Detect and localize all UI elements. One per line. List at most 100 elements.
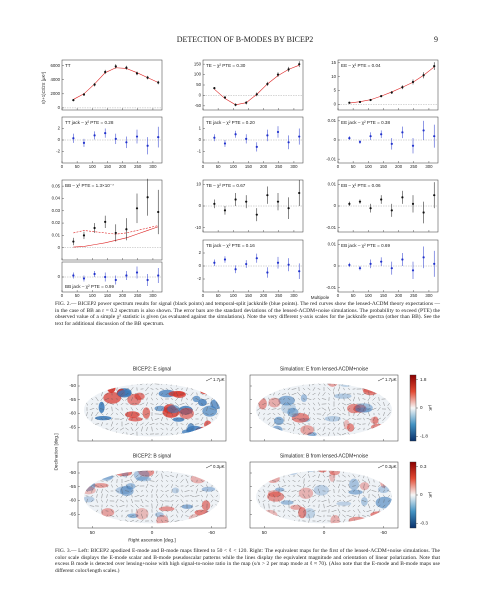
- polarization-tick: [156, 513, 158, 519]
- polarization-tick: [145, 483, 149, 489]
- polarization-tick: [211, 417, 213, 421]
- polarization-tick: [268, 397, 270, 401]
- polarization-tick: [125, 484, 129, 488]
- x-axis-label: Multipole: [311, 295, 330, 300]
- polarization-tick: [175, 427, 179, 431]
- polarization-tick: [322, 383, 326, 386]
- polarization-tick: [161, 383, 163, 385]
- map-blob: [258, 397, 267, 410]
- polarization-tick: [101, 402, 103, 406]
- polarization-tick: [302, 387, 306, 391]
- panel-label: EB – χ² PTE = 0.06: [341, 183, 381, 188]
- polarization-tick: [89, 408, 95, 410]
- data-point: [157, 210, 160, 214]
- polarization-tick: [140, 407, 144, 411]
- polarization-tick: [372, 397, 376, 401]
- polarization-tick: [195, 406, 199, 412]
- x-tick-label: 0: [337, 164, 340, 169]
- polarization-tick: [357, 428, 361, 430]
- polarization-tick: [211, 504, 213, 508]
- figure-3-caption: FIG. 3.— Left: BICEP2 apodized E-mode an…: [55, 548, 440, 574]
- polarization-tick: [156, 392, 158, 396]
- polarization-tick: [303, 489, 305, 493]
- polarization-tick: [308, 402, 310, 406]
- polarization-tick: [357, 475, 361, 477]
- polarization-tick: [135, 489, 139, 493]
- polarization-tick: [307, 485, 311, 487]
- polarization-tick: [190, 422, 194, 426]
- polarization-tick: [130, 433, 134, 435]
- polarization-tick: [377, 402, 381, 406]
- polarization-tick: [378, 509, 380, 513]
- polarization-tick: [317, 488, 321, 494]
- polarization-tick: [313, 417, 315, 421]
- polarization-tick: [159, 515, 165, 517]
- polarization-tick: [155, 402, 159, 406]
- polarization-tick: [268, 500, 270, 502]
- polarization-tick: [288, 499, 290, 503]
- polarization-tick: [135, 520, 139, 522]
- polarization-tick: [210, 499, 214, 503]
- map-blob: [201, 486, 216, 492]
- polarization-tick: [308, 514, 310, 518]
- polarization-tick: [201, 499, 203, 503]
- polarization-tick: [161, 473, 163, 479]
- polarization-tick: [312, 383, 316, 386]
- polarization-tick: [353, 396, 355, 402]
- polarization-tick: [362, 495, 366, 497]
- panel-label: TB – χ² PTE = 0.67: [206, 183, 246, 188]
- data-point: [433, 65, 436, 68]
- polarization-tick: [121, 509, 123, 513]
- polarization-tick: [332, 514, 336, 518]
- data-point: [401, 258, 404, 261]
- polarization-tick: [382, 504, 386, 508]
- data-point: [369, 262, 372, 265]
- polarization-tick: [170, 412, 174, 416]
- polarization-tick: [373, 509, 375, 513]
- polarization-tick: [125, 392, 129, 396]
- polarization-tick: [136, 508, 138, 514]
- polarization-tick: [303, 483, 305, 489]
- polarization-tick: [321, 500, 327, 502]
- polarization-tick: [353, 408, 355, 410]
- polarization-tick: [318, 509, 320, 513]
- polarization-tick: [130, 387, 134, 391]
- polarization-tick: [383, 402, 385, 406]
- polarization-tick: [86, 402, 88, 406]
- polarization-tick: [342, 514, 346, 518]
- polarization-tick: [100, 408, 104, 410]
- polarization-tick: [377, 489, 381, 493]
- polarization-tick: [175, 508, 179, 514]
- map-blob: [135, 476, 152, 482]
- data-point: [401, 196, 404, 199]
- polarization-tick: [165, 388, 169, 390]
- polarization-tick: [282, 479, 286, 483]
- polarization-tick: [372, 500, 376, 502]
- polarization-tick: [145, 489, 149, 493]
- y-tick-label: -60: [69, 411, 76, 416]
- polarization-tick: [146, 427, 148, 431]
- map-background: [255, 470, 393, 524]
- x-tick-label: 300: [290, 164, 298, 169]
- polarization-tick: [307, 387, 311, 391]
- polarization-tick: [316, 480, 322, 482]
- polarization-tick: [166, 514, 168, 518]
- polarization-tick: [317, 427, 321, 431]
- polarization-tick: [150, 485, 154, 487]
- polarization-tick: [366, 489, 372, 493]
- polarization-tick: [215, 495, 219, 497]
- data-point: [245, 101, 248, 104]
- y-tick-label: 0: [58, 274, 61, 279]
- map-blob: [303, 508, 316, 519]
- polarization-tick: [176, 473, 178, 479]
- polarization-tick: [175, 388, 179, 390]
- polarization-tick: [268, 407, 270, 411]
- polarization-tick: [272, 418, 276, 420]
- polarization-tick: [130, 474, 134, 478]
- polarization-tick: [106, 504, 108, 508]
- polarization-tick: [186, 386, 188, 392]
- polarization-tick: [352, 514, 356, 518]
- data-point: [157, 274, 160, 277]
- polarization-tick: [312, 387, 316, 391]
